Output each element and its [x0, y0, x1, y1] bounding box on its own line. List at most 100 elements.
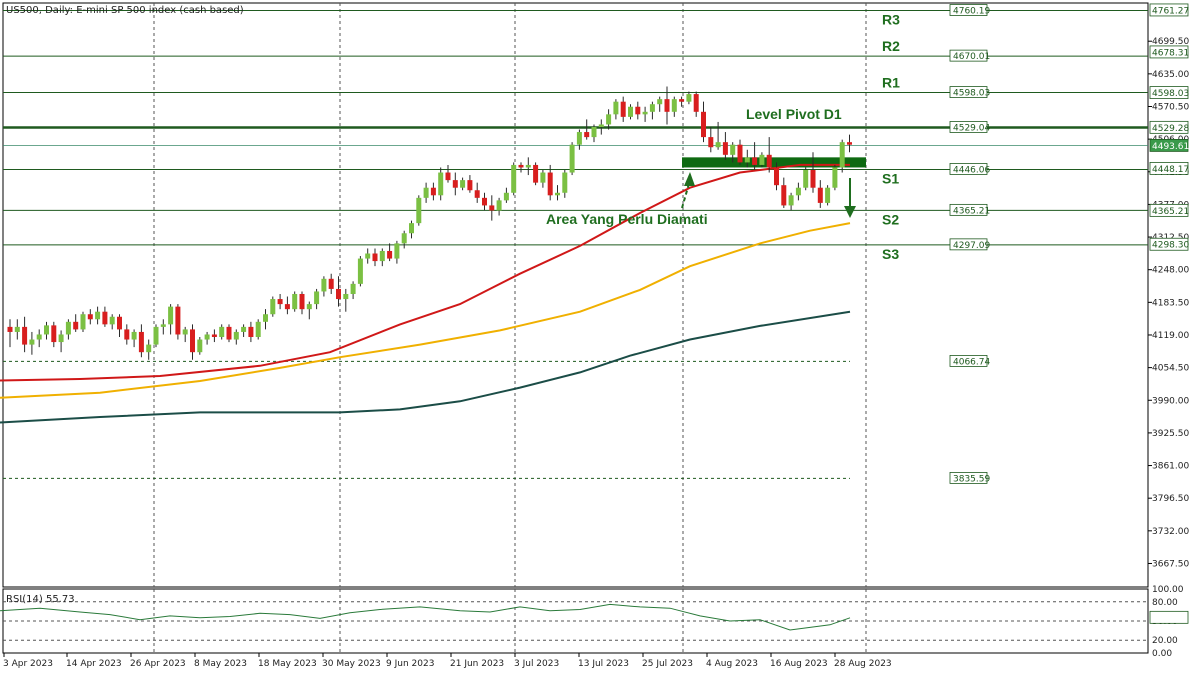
candle-body	[591, 126, 597, 138]
candle-body	[452, 180, 458, 188]
y-tick-label: 4119.00	[1152, 331, 1189, 341]
candle-body	[635, 106, 641, 115]
x-tick-label: 28 Aug 2023	[834, 659, 892, 669]
x-tick-label: 25 Jul 2023	[642, 659, 693, 669]
price-tag-2	[1149, 86, 1189, 99]
rsi-tick-label: 0.00	[1152, 649, 1172, 659]
x-tick-label: 8 May 2023	[194, 659, 247, 669]
level-name-r1: R1	[882, 75, 900, 91]
candle-body	[803, 170, 809, 188]
candle-body	[503, 192, 509, 201]
candle-body	[679, 99, 685, 102]
level-box-label-2: 4598.03	[953, 89, 990, 99]
candle-body	[153, 326, 159, 345]
candle-body	[555, 192, 560, 196]
candle-body	[795, 187, 801, 196]
candle-body	[562, 172, 568, 193]
candle-body	[430, 187, 436, 196]
candle-body	[744, 157, 750, 163]
candle-body	[752, 157, 758, 165]
candle-body	[584, 132, 590, 138]
candle-body	[664, 99, 670, 112]
candle-body	[547, 172, 553, 196]
candle-body	[263, 314, 268, 322]
level-box-label-8: 3835.59	[953, 474, 990, 484]
candle-body	[109, 316, 115, 325]
ma-line-ma100	[0, 222, 851, 399]
candle-body	[233, 331, 239, 340]
x-tick-label: 4 Aug 2023	[706, 659, 758, 669]
candle-body	[737, 144, 743, 163]
price-tag-1	[1149, 45, 1189, 59]
down-arrow-head	[844, 206, 856, 218]
candle-body	[810, 170, 816, 188]
x-tick-label: 14 Apr 2023	[66, 659, 122, 669]
candle-body	[182, 329, 188, 335]
candle-body	[270, 299, 276, 315]
candle-body	[613, 101, 619, 115]
candle-body	[372, 253, 378, 262]
price-tag-label-6: 4365.21	[1152, 207, 1189, 217]
level-name-r2: R2	[882, 38, 900, 54]
candle-body	[211, 334, 217, 338]
candle-body	[788, 195, 794, 206]
main-pane-frame	[2, 2, 1149, 588]
level-name-s1: S1	[882, 170, 899, 186]
candle-body	[606, 114, 612, 125]
price-tag-label-0: 4761.27	[1152, 6, 1189, 16]
candle-body	[226, 326, 232, 340]
candle-body	[423, 187, 429, 198]
y-tick-label: 4635.00	[1152, 70, 1189, 80]
candle-body	[350, 283, 356, 294]
candle-body	[460, 180, 466, 188]
candle-body	[416, 197, 422, 224]
x-tick-label: 3 Jul 2023	[514, 659, 559, 669]
candle-body	[299, 293, 305, 310]
candle-body	[204, 334, 210, 340]
level-box-label-3: 4529.04	[953, 123, 990, 133]
x-tick-label: 18 May 2023	[258, 659, 317, 669]
candle-body	[22, 326, 28, 345]
ma-line-ma200	[0, 310, 851, 424]
candle-body	[80, 314, 86, 330]
level-box-label-6: 4297.09	[953, 241, 990, 251]
candle-body	[241, 326, 247, 332]
ma-line-ma50	[0, 163, 850, 382]
y-tick-label: 3990.00	[1152, 396, 1189, 406]
candle-body	[277, 299, 283, 305]
level-name-s2: S2	[882, 211, 899, 227]
candle-body	[36, 334, 42, 340]
candle-body	[708, 137, 714, 148]
rsi-line	[0, 603, 851, 631]
candle-body	[642, 111, 648, 115]
rsi-tick-label: 80.00	[1152, 598, 1178, 608]
rsi-value-tag	[1149, 610, 1189, 624]
candle-body	[832, 167, 838, 188]
candle-body	[138, 331, 144, 353]
chart-title: US500, Daily: E-mini SP 500 index (cash …	[6, 5, 244, 16]
candle-body	[409, 223, 414, 234]
candle-body	[657, 99, 663, 105]
y-tick-label: 3796.50	[1152, 494, 1189, 504]
candle-body	[774, 167, 779, 186]
candle-body	[482, 197, 487, 206]
candle-body	[576, 132, 582, 145]
level-box-4	[949, 163, 988, 175]
y-tick-label: 4570.50	[1152, 102, 1189, 112]
candle-body	[686, 94, 692, 102]
candle-body	[160, 324, 166, 327]
price-tag-7	[1149, 237, 1189, 251]
price-tag-label-4: 4493.61	[1152, 142, 1189, 152]
price-tag-3	[1149, 120, 1189, 134]
price-tag-label-2: 4598.03	[1152, 89, 1189, 99]
candle-body	[467, 180, 473, 191]
candle-body	[569, 144, 575, 173]
candle-body	[44, 325, 49, 335]
candle-body	[117, 316, 122, 330]
candle-body	[219, 326, 225, 338]
candle-body	[146, 344, 152, 353]
candle-body	[839, 142, 845, 168]
candle-body	[292, 293, 298, 310]
level-box-0	[949, 4, 988, 16]
